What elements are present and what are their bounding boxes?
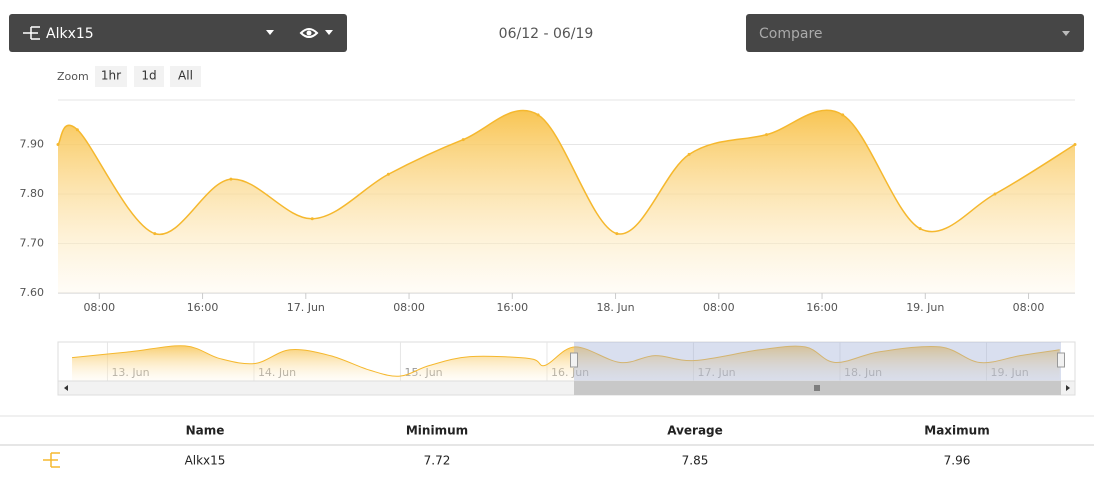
navigator-line [71,345,1060,377]
zoom-label: Zoom [57,70,89,83]
y-tick-label: 7.60 [20,286,45,299]
navigator-area [72,345,1060,381]
eye-icon[interactable] [299,28,319,38]
table-cell: 7.96 [944,454,971,468]
zoom-button[interactable] [95,66,127,87]
navigator-selection[interactable] [574,342,1061,381]
table-cell: 7.72 [424,454,451,468]
zoom-buttons: 1hr 1d All [95,66,201,87]
navigator: 13. Jun14. Jun15. Jun16. Jun17. Jun18. J… [57,341,1076,396]
compare-caret [1062,31,1070,36]
date-range: 06/12 - 06/19 [499,26,594,42]
scroll-right[interactable] [1066,385,1070,391]
y-tick-label: 7.80 [20,187,45,200]
area-fill [58,110,1075,293]
navigator-handle[interactable] [570,352,578,368]
data-point [536,113,540,117]
table-header: Minimum [406,424,468,438]
zoom-button-label[interactable]: 1hr [101,69,121,83]
x-tick-label: 08:00 [1013,301,1045,314]
data-point [993,192,997,196]
navigator-handle[interactable] [1057,352,1065,368]
scroll-left[interactable] [64,385,68,391]
x-tick-label: 16:00 [806,301,838,314]
y-tick-label: 7.90 [20,138,45,151]
table-cell: 7.85 [682,454,709,468]
compare-placeholder[interactable]: Compare [759,26,823,42]
table-header: Name [186,424,225,438]
data-point [687,152,691,156]
eye-caret [325,30,333,35]
stats-table: Name Minimum Average Maximum Alkx15 7.72 7.85 7… [185,424,990,468]
data-point [386,172,390,176]
data-point [229,177,233,181]
series-line [57,109,1076,236]
x-tick-label: 17. Jun [287,301,325,314]
data-point [310,217,314,221]
table-cell: Alkx15 [185,454,226,468]
zoom-button-label[interactable]: 1d [141,69,156,83]
x-tick-label: 08:00 [703,301,735,314]
data-point [75,128,79,132]
y-tick-label: 7.70 [20,237,45,250]
series-select[interactable]: Alkx15 [9,14,347,52]
data-point [461,138,465,142]
x-tick-label: 16:00 [496,301,528,314]
series-icon [23,26,40,40]
selected-series[interactable]: Alkx15 [46,26,94,42]
zoom-button[interactable] [134,66,164,87]
compare-select[interactable] [746,14,1084,52]
zoom-button[interactable] [170,66,201,87]
select-bg[interactable] [9,14,347,52]
plot: 7.60 7.70 7.80 7.90 08:00 16:00 17. Jun 08:00 16… [20,99,1077,314]
eye-pupil [306,30,312,36]
table-header: Maximum [924,424,989,438]
data-point [153,232,157,236]
x-tick-label: 08:00 [83,301,115,314]
data-point [1073,143,1077,147]
data-point [615,232,619,236]
data-point [765,133,769,137]
data-point [841,113,845,117]
table-header: Average [667,424,723,438]
data-point [56,143,60,147]
thumb-grip [814,385,820,391]
x-tick-label: 18. Jun [596,301,634,314]
row-series-icon [43,452,60,468]
x-tick-label: 08:00 [393,301,425,314]
data-point [918,227,922,231]
x-tick-label: 16:00 [187,301,219,314]
zoom-button-label[interactable]: All [178,69,193,83]
x-tick-label: 19. Jun [906,301,944,314]
dropdown-caret [266,30,274,35]
